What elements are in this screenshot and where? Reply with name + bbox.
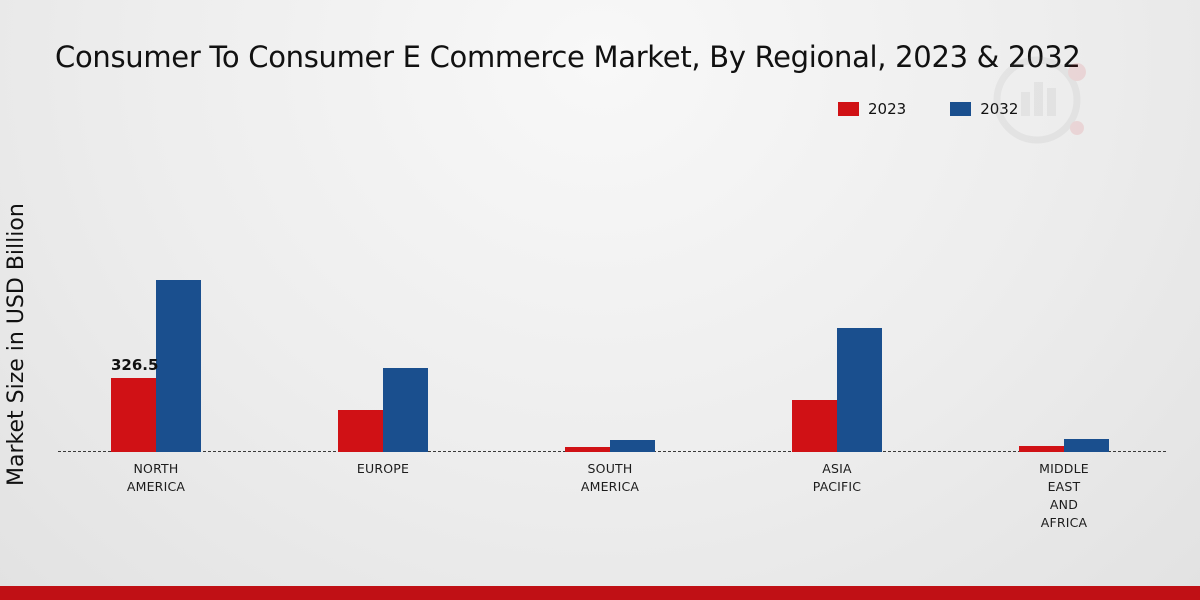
- bar-2032-south-america: [610, 440, 655, 452]
- legend-label-2023: 2023: [868, 100, 907, 118]
- bar-2032-middle-east-and-africa: [1064, 439, 1109, 452]
- legend-swatch-2032-icon: [950, 102, 972, 116]
- bar-value-label: 326.5: [111, 356, 159, 374]
- category-label: MIDDLE EAST AND AFRICA: [1039, 461, 1089, 531]
- bar-2032-north-america: [156, 280, 201, 452]
- bar-2032-europe: [383, 368, 428, 452]
- footer-band: [0, 586, 1200, 600]
- category-label: ASIA PACIFIC: [812, 461, 862, 495]
- bar-2023-south-america: [565, 447, 610, 452]
- legend-swatch-2023-icon: [838, 102, 859, 116]
- category-label: EUROPE: [356, 461, 410, 476]
- chart-title: Consumer To Consumer E Commerce Market, …: [55, 40, 1081, 74]
- category-label: SOUTH AMERICA: [580, 461, 640, 495]
- bar-2023-europe: [338, 410, 383, 452]
- bar-2023-asia-pacific: [792, 400, 837, 452]
- category-label: NORTH AMERICA: [126, 461, 186, 495]
- legend-label-2032: 2032: [980, 100, 1019, 118]
- bar-2023-north-america: [111, 378, 156, 452]
- legend-item-2032: 2032: [950, 100, 1018, 118]
- watermark-logo-icon: [993, 56, 1086, 144]
- legend-item-2023: 2023: [838, 100, 906, 118]
- legend: 2023 2032: [838, 100, 1018, 118]
- bar-2032-asia-pacific: [837, 328, 882, 452]
- bar-2023-middle-east-and-africa: [1019, 446, 1064, 452]
